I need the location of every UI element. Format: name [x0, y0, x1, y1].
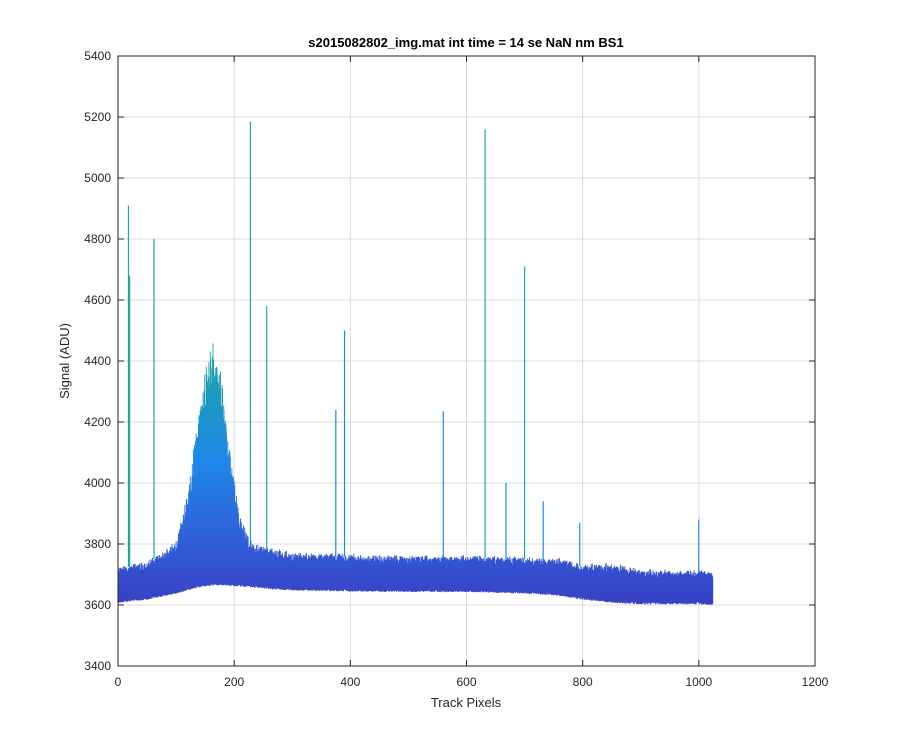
y-tick-label: 4000 [84, 476, 111, 490]
axes [117, 55, 816, 667]
signal-series [118, 121, 714, 605]
chart-title: s2015082802_img.mat int time = 14 se NaN… [308, 35, 623, 50]
x-tick-label: 800 [573, 675, 593, 689]
x-tick-label: 200 [224, 675, 244, 689]
signal-noise-band [118, 343, 714, 605]
y-tick-label: 4200 [84, 415, 111, 429]
x-tick-label: 1200 [802, 675, 829, 689]
y-axis-label: Signal (ADU) [57, 323, 72, 399]
x-axis-label: Track Pixels [431, 695, 502, 710]
y-tick-label: 5200 [84, 110, 111, 124]
x-tick-label: 400 [340, 675, 360, 689]
y-tick-label: 4800 [84, 232, 111, 246]
y-tick-label: 3800 [84, 537, 111, 551]
x-tick-label: 600 [456, 675, 476, 689]
x-tick-label: 1000 [685, 675, 712, 689]
y-tick-label: 4600 [84, 293, 111, 307]
x-tick-label: 0 [115, 675, 122, 689]
y-tick-label: 4400 [84, 354, 111, 368]
y-tick-label: 5400 [84, 49, 111, 63]
y-tick-label: 3600 [84, 598, 111, 612]
tick-labels: 0 200 400 600 800 1000 1200 3400 3600 3800 4000 420… [84, 49, 828, 689]
y-tick-label: 3400 [84, 659, 111, 673]
y-tick-label: 5000 [84, 171, 111, 185]
